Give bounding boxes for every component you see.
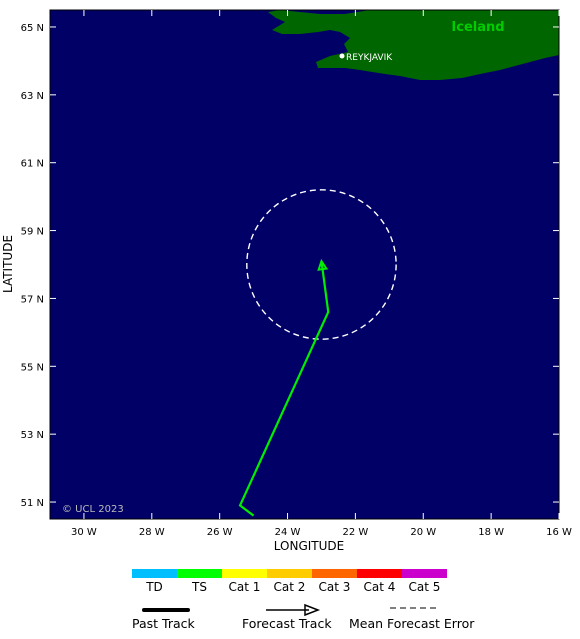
lat-tick-label: 55 N xyxy=(21,362,44,373)
track-arrowhead xyxy=(317,258,329,271)
reykjavik-label: REYKJAVIK xyxy=(346,53,393,63)
lon-tick-label: 22 W xyxy=(343,527,369,538)
longitude-axis: 30 W 28 W 26 W 24 W 22 W 20 W 18 W 16 W xyxy=(71,10,572,538)
past-track-swatch xyxy=(142,608,190,612)
lat-tick-label: 59 N xyxy=(21,227,44,238)
scale-swatch xyxy=(132,569,177,578)
lon-tick-label: 16 W xyxy=(546,527,572,538)
lat-tick-label: 65 N xyxy=(21,23,44,34)
iceland-label: Iceland xyxy=(451,20,504,35)
copyright-text: © UCL 2023 xyxy=(62,504,124,515)
lat-tick-label: 53 N xyxy=(21,430,44,441)
lat-tick-label: 57 N xyxy=(21,294,44,305)
lon-tick-label: 18 W xyxy=(478,527,504,538)
scale-label: TD xyxy=(146,580,163,594)
mean-error-swatch xyxy=(390,607,438,609)
mean-forecast-error-circle xyxy=(246,189,397,340)
forecast-track-label: Forecast Track xyxy=(242,616,332,631)
y-axis-title: LATITUDE xyxy=(1,235,15,293)
lon-tick-label: 26 W xyxy=(207,527,233,538)
map-frame xyxy=(49,9,560,520)
scale-label: Cat 1 xyxy=(228,580,261,594)
scale-label: Cat 5 xyxy=(408,580,441,594)
past-track-label: Past Track xyxy=(132,616,195,631)
scale-label: Cat 4 xyxy=(363,580,396,594)
scale-swatch xyxy=(312,569,357,578)
scale-label: Cat 2 xyxy=(273,580,306,594)
scale-label: Cat 3 xyxy=(318,580,351,594)
ocean-area xyxy=(50,10,559,519)
latitude-axis: 51 N 53 N 55 N 57 N 59 N 61 N 63 N 65 N xyxy=(21,23,559,509)
reykjavik-marker xyxy=(339,53,345,59)
iceland-landmass xyxy=(268,10,559,80)
mean-forecast-error-label: Mean Forecast Error xyxy=(349,616,475,631)
lat-tick-label: 51 N xyxy=(21,498,44,509)
scale-label: TS xyxy=(192,580,207,594)
lat-tick-label: 61 N xyxy=(21,159,44,170)
scale-swatch xyxy=(177,569,222,578)
scale-swatch xyxy=(267,569,312,578)
scale-swatch xyxy=(402,569,447,578)
storm-track-line xyxy=(238,260,330,517)
scale-swatch xyxy=(222,569,267,578)
x-axis-title: LONGITUDE xyxy=(274,539,344,553)
lon-tick-label: 28 W xyxy=(139,527,165,538)
storm-track-map: Iceland REYKJAVIK © UCL 2023 30 W 28 W 26 … xyxy=(1,9,572,553)
lat-tick-label: 63 N xyxy=(21,91,44,102)
forecast-track-swatch xyxy=(266,603,321,617)
scale-swatch xyxy=(357,569,402,578)
lon-tick-label: 24 W xyxy=(275,527,301,538)
lon-tick-label: 20 W xyxy=(410,527,436,538)
lon-tick-label: 30 W xyxy=(71,527,97,538)
